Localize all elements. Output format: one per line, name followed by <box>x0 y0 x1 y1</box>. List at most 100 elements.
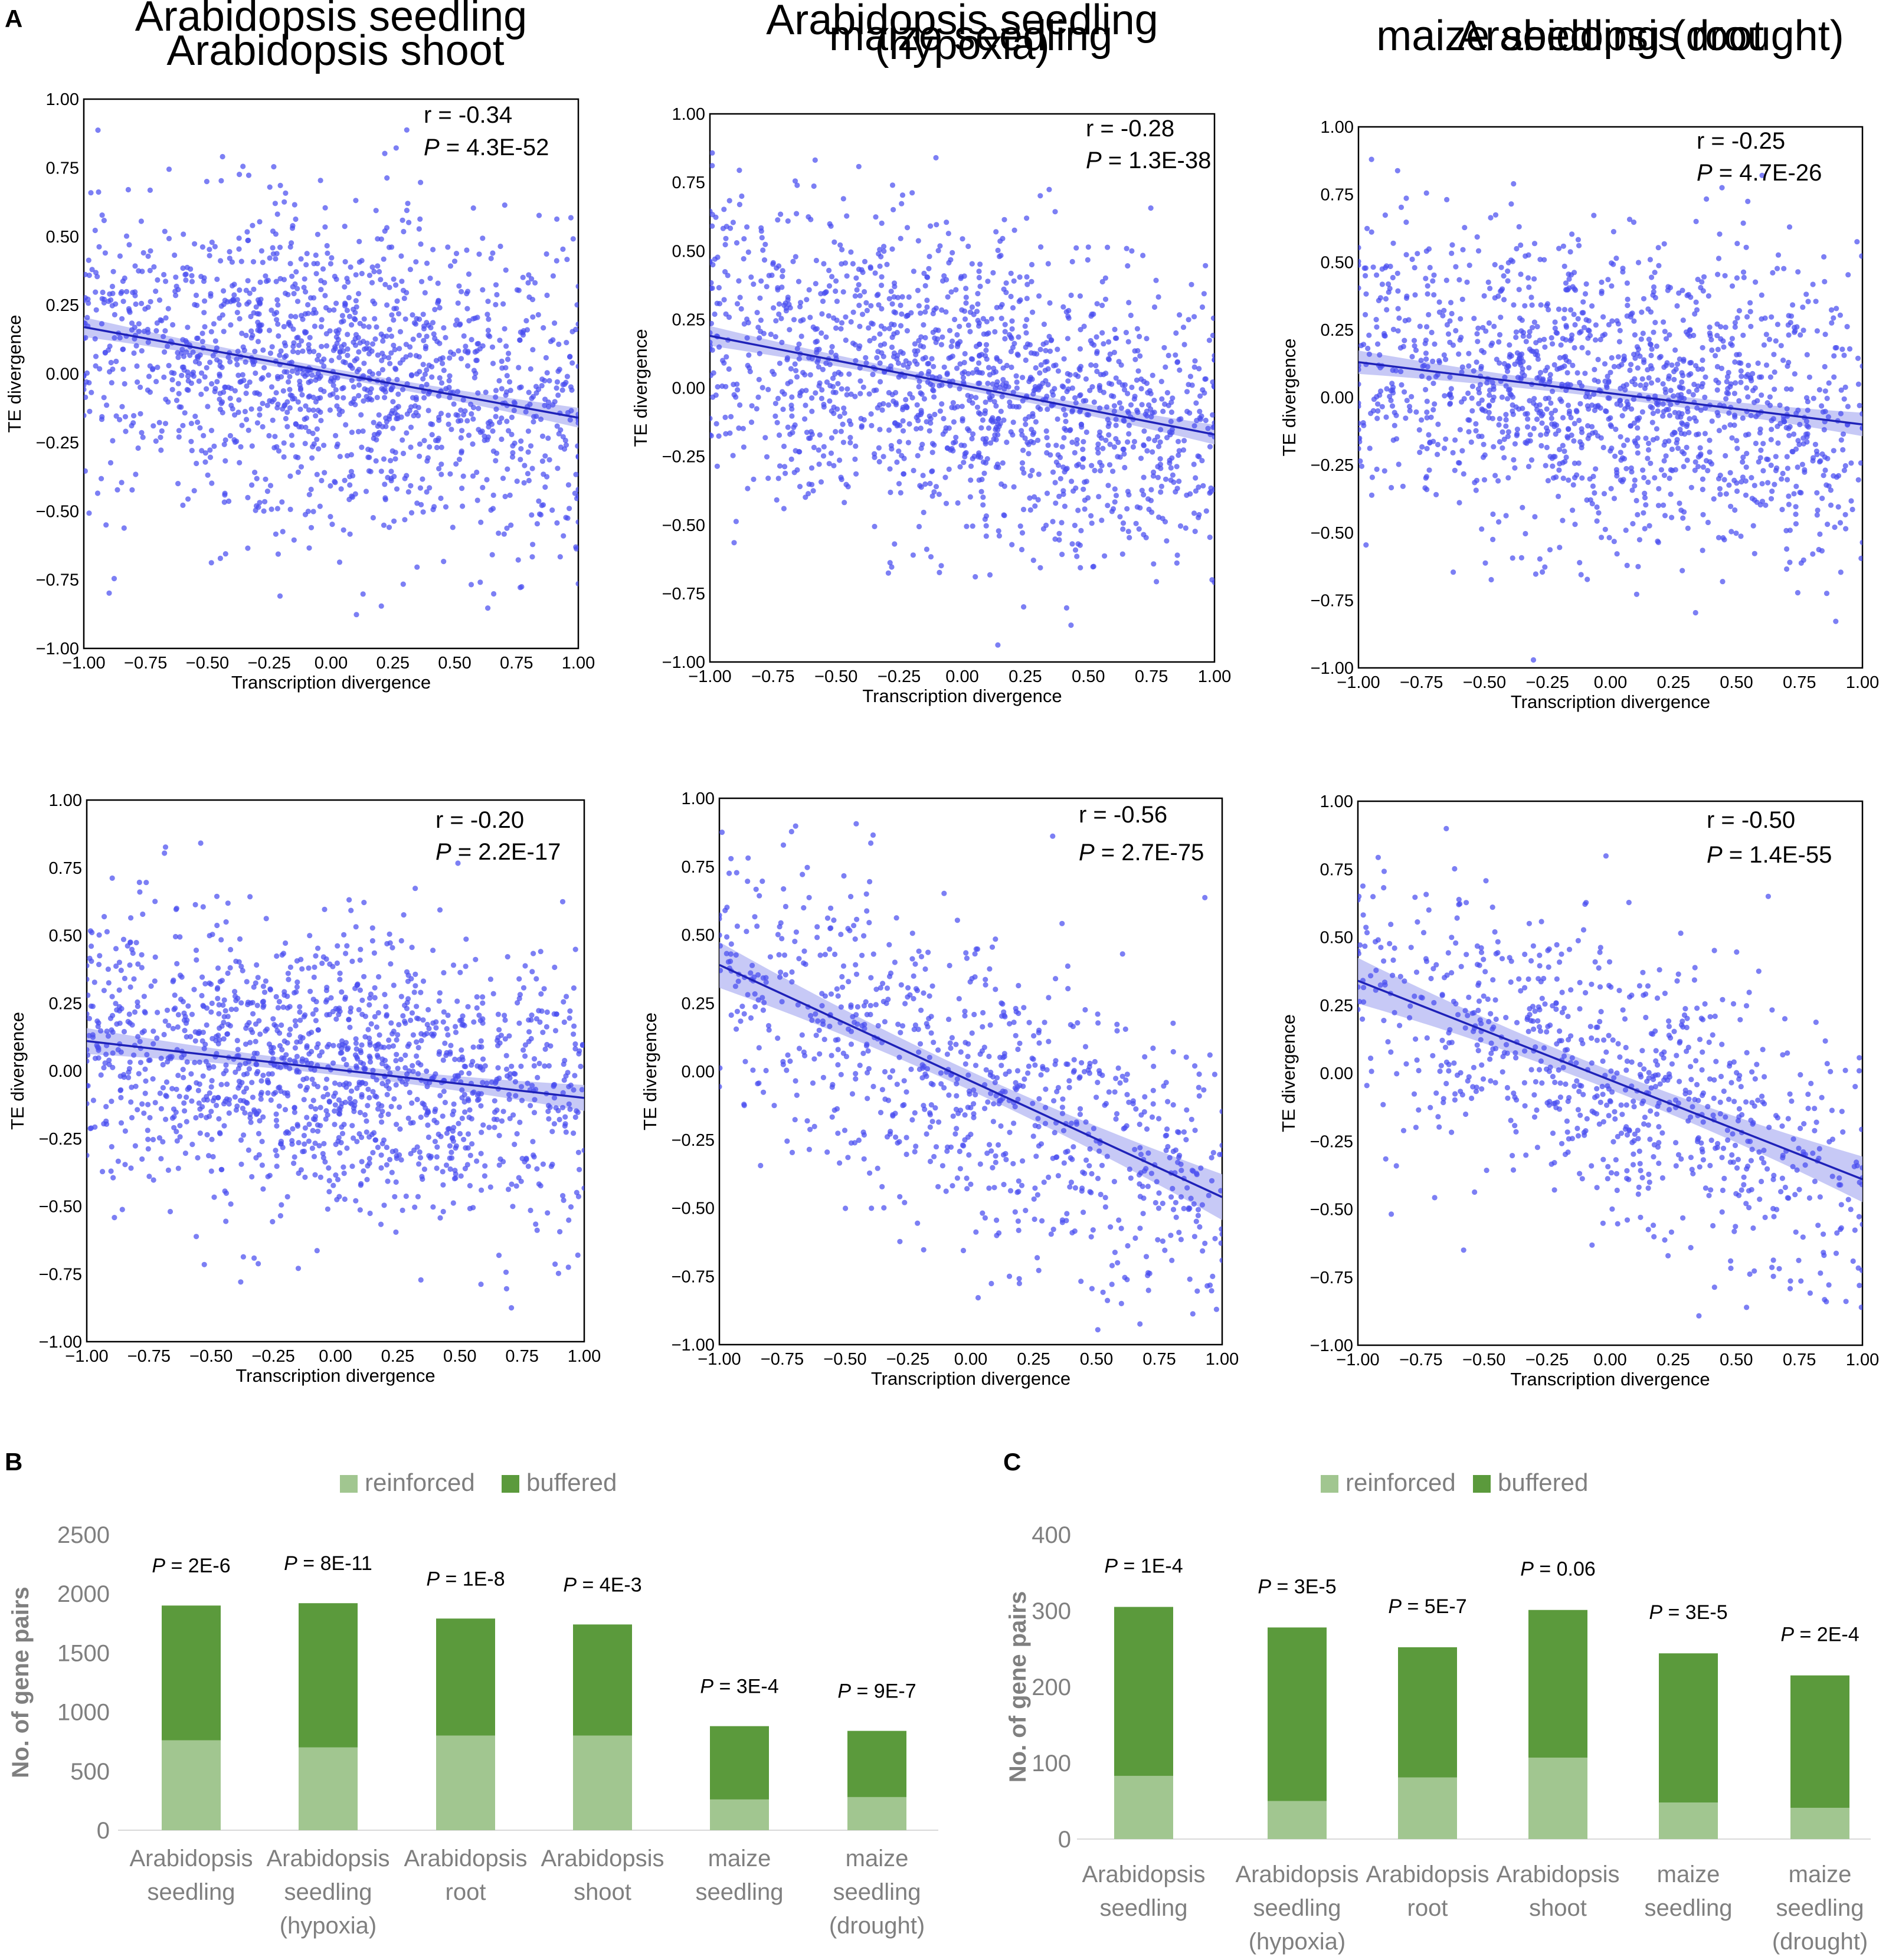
scatter-point <box>531 1056 538 1062</box>
scatter-point <box>1085 495 1091 501</box>
scatter-point <box>228 385 234 391</box>
scatter-point <box>1587 333 1593 339</box>
scatter-point <box>1592 366 1597 373</box>
scatter-point <box>971 453 977 460</box>
scatter-point <box>1611 539 1617 545</box>
scatter-point <box>557 554 563 560</box>
scatter-point <box>1532 514 1538 520</box>
scatter-point <box>218 178 224 183</box>
scatter-point <box>1566 276 1572 282</box>
scatter-point <box>1369 474 1375 480</box>
scatter-point <box>525 280 531 286</box>
scatter-point <box>1033 365 1039 371</box>
scatter-point <box>996 533 1002 539</box>
scatter-point <box>998 316 1004 322</box>
scatter-point <box>1545 428 1551 434</box>
scatter-point <box>1669 362 1675 368</box>
scatter-point <box>793 254 798 260</box>
scatter-point <box>1815 507 1821 513</box>
scatter-point <box>218 401 224 407</box>
scatter-point <box>1734 438 1740 444</box>
scatter-point <box>427 276 433 281</box>
scatter-point <box>1181 438 1187 444</box>
scatter-point <box>232 439 238 445</box>
scatter-point <box>245 494 251 501</box>
scatter-point <box>407 352 413 358</box>
scatter-point <box>347 362 353 368</box>
scatter-point <box>1560 517 1566 523</box>
scatter-point <box>1527 346 1533 352</box>
scatter-point <box>755 325 761 330</box>
scatter-point <box>514 478 520 484</box>
scatter-point <box>1103 437 1109 443</box>
scatter-point <box>148 299 153 304</box>
scatter-point <box>344 307 351 313</box>
scatter-point <box>918 390 924 396</box>
scatter-point <box>1521 372 1527 379</box>
scatter-point <box>1160 408 1166 414</box>
scatter-point <box>1403 415 1409 421</box>
scatter-point <box>417 216 423 222</box>
scatter-point <box>980 436 986 442</box>
scatter-point <box>176 1093 182 1099</box>
scatter-point <box>840 421 846 427</box>
scatter-point <box>929 468 935 474</box>
scatter-point <box>762 241 768 247</box>
scatter-point <box>1436 359 1442 365</box>
scatter-point <box>1135 368 1141 374</box>
y-tick-label: −0.50 <box>662 516 705 535</box>
scatter-point <box>1426 432 1432 438</box>
scatter-point <box>188 438 194 444</box>
scatter-point <box>1430 381 1436 386</box>
scatter-point <box>886 296 892 301</box>
scatter-point <box>1643 435 1649 441</box>
scatter-point <box>1097 388 1103 394</box>
scatter-point <box>416 226 422 232</box>
scatter-point <box>274 310 280 316</box>
scatter-point <box>1095 441 1101 447</box>
scatter-point <box>1017 274 1023 280</box>
scatter-point <box>1053 362 1059 368</box>
scatter-point <box>366 454 372 460</box>
scatter-point <box>247 379 253 385</box>
scatter-point <box>1821 254 1827 260</box>
scatter-point <box>1358 258 1361 264</box>
scatter-point <box>1155 444 1162 450</box>
scatter-point <box>546 1116 552 1122</box>
scatter-point <box>410 312 415 318</box>
scatter-point <box>342 359 348 366</box>
scatter-point <box>1531 241 1538 247</box>
scatter-point <box>1511 302 1517 308</box>
scatter-point <box>1523 530 1528 537</box>
scatter-point <box>776 432 783 438</box>
scatter-point <box>474 358 480 363</box>
scatter-point <box>278 348 284 354</box>
scatter-point <box>484 477 490 483</box>
scatter-point <box>874 293 880 299</box>
scatter-point <box>872 523 878 530</box>
scatter-point <box>1202 390 1207 396</box>
scatter-point <box>1700 357 1705 363</box>
scatter-point <box>388 961 394 967</box>
scatter-point <box>1740 459 1746 465</box>
scatter-point <box>1159 396 1165 402</box>
scatter-point <box>889 182 896 188</box>
scatter-point <box>813 257 819 264</box>
scatter-point <box>911 467 916 474</box>
scatter-point <box>1374 272 1380 278</box>
scatter-point <box>765 476 771 481</box>
scatter-point <box>969 304 975 310</box>
scatter-point <box>208 291 214 297</box>
scatter-point <box>1364 225 1370 231</box>
scatter-point <box>1563 280 1569 286</box>
scatter-point <box>267 350 273 356</box>
scatter-point <box>568 215 574 221</box>
scatter-point <box>401 228 407 235</box>
scatter-point <box>1402 317 1408 324</box>
panel-labels: A B C <box>5 5 1021 1476</box>
scatter-point <box>1633 591 1639 597</box>
scatter-point <box>162 850 168 856</box>
scatter-point <box>1660 413 1666 419</box>
scatter-point <box>526 389 532 395</box>
scatter-point <box>359 258 365 264</box>
